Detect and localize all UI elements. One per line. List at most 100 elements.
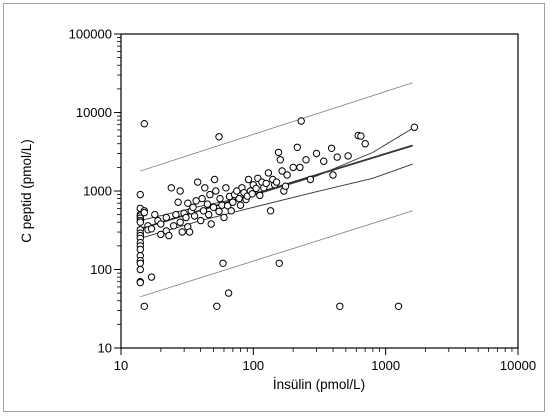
data-point bbox=[174, 198, 182, 206]
data-point bbox=[235, 194, 243, 203]
data-point bbox=[172, 210, 180, 219]
data-point bbox=[224, 202, 232, 210]
data-point bbox=[229, 198, 237, 206]
data-point bbox=[312, 149, 321, 158]
chart-frame: 10 100 1000 10000 10 100 1000 10000 100000 İnsü… bbox=[3, 3, 545, 412]
data-point bbox=[216, 194, 224, 203]
data-point bbox=[394, 302, 403, 310]
data-point bbox=[157, 230, 165, 239]
data-point bbox=[336, 302, 344, 310]
data-point bbox=[140, 120, 149, 128]
data-point bbox=[264, 169, 273, 177]
data-point bbox=[222, 184, 230, 192]
data-point bbox=[198, 194, 206, 203]
data-point bbox=[185, 228, 194, 236]
scatter-chart: 10 100 1000 10000 10 100 1000 10000 100000 İnsü… bbox=[19, 27, 536, 393]
data-point bbox=[162, 213, 171, 222]
data-point bbox=[276, 156, 284, 164]
data-point bbox=[170, 222, 178, 230]
data-point bbox=[165, 231, 173, 240]
data-point bbox=[357, 132, 365, 140]
data-point bbox=[207, 220, 215, 228]
y-axis: 10 100 1000 10000 100000 bbox=[69, 27, 121, 356]
data-point bbox=[266, 207, 275, 215]
data-point bbox=[220, 213, 228, 222]
data-point bbox=[157, 220, 165, 228]
data-point bbox=[197, 216, 205, 225]
data-point bbox=[262, 179, 270, 188]
x-tick-label: 1000 bbox=[371, 358, 400, 373]
x-tick-label: 10 bbox=[114, 358, 128, 373]
data-point bbox=[289, 163, 297, 172]
data-point bbox=[244, 175, 253, 184]
data-point bbox=[248, 190, 256, 198]
data-point bbox=[215, 133, 223, 141]
data-point bbox=[361, 140, 369, 148]
prediction-upper-line bbox=[140, 82, 413, 172]
data-point bbox=[320, 157, 328, 165]
data-point bbox=[151, 210, 159, 219]
data-point bbox=[184, 199, 192, 207]
data-point bbox=[176, 218, 184, 226]
y-tick-label: 10 bbox=[98, 341, 112, 356]
data-point bbox=[209, 203, 218, 212]
x-axis-label: İnsülin (pmol/L) bbox=[273, 377, 365, 392]
data-point bbox=[189, 203, 197, 212]
data-point bbox=[306, 175, 315, 184]
data-point bbox=[167, 184, 176, 192]
data-point bbox=[272, 178, 281, 186]
data-point bbox=[206, 190, 214, 199]
data-point bbox=[256, 191, 264, 200]
data-point bbox=[136, 245, 145, 254]
data-point bbox=[136, 190, 145, 199]
y-tick-label: 100000 bbox=[69, 27, 112, 42]
x-tick-label: 10000 bbox=[500, 358, 536, 373]
data-point bbox=[136, 259, 145, 267]
data-point bbox=[190, 212, 199, 220]
data-point bbox=[201, 184, 209, 192]
data-point bbox=[136, 265, 145, 274]
data-point bbox=[215, 207, 223, 216]
data-point bbox=[278, 167, 286, 175]
data-point bbox=[205, 210, 213, 219]
data-point bbox=[281, 182, 290, 190]
data-point bbox=[252, 184, 260, 193]
data-point bbox=[283, 171, 291, 179]
data-point bbox=[302, 156, 310, 164]
data-point bbox=[199, 207, 208, 215]
data-point bbox=[227, 207, 235, 215]
data-point bbox=[410, 123, 419, 131]
data-point bbox=[203, 200, 212, 208]
confidence-lower-line bbox=[140, 163, 413, 239]
x-axis: 10 100 1000 10000 bbox=[114, 348, 536, 373]
data-point bbox=[233, 187, 241, 195]
data-point bbox=[219, 259, 227, 267]
data-point bbox=[236, 201, 245, 209]
data-point bbox=[274, 148, 283, 157]
data-point bbox=[136, 218, 145, 226]
data-point bbox=[329, 171, 337, 179]
data-point bbox=[140, 302, 149, 310]
data-point bbox=[136, 278, 145, 287]
data-points bbox=[136, 117, 419, 310]
data-point bbox=[212, 187, 220, 195]
data-point bbox=[194, 178, 202, 186]
data-point bbox=[333, 153, 341, 161]
data-point bbox=[327, 144, 336, 153]
data-point bbox=[344, 152, 352, 160]
data-point bbox=[140, 208, 149, 217]
data-point bbox=[210, 175, 219, 184]
data-point bbox=[213, 302, 221, 310]
data-point bbox=[293, 143, 301, 152]
data-point bbox=[275, 259, 283, 267]
prediction-lower-line bbox=[140, 210, 413, 298]
data-point bbox=[297, 117, 305, 125]
data-point bbox=[176, 187, 184, 195]
data-point bbox=[296, 163, 304, 172]
data-point bbox=[182, 213, 190, 222]
data-point bbox=[178, 228, 186, 236]
data-point bbox=[147, 273, 156, 281]
confidence-upper-line bbox=[140, 127, 413, 222]
y-tick-label: 1000 bbox=[83, 184, 112, 199]
y-tick-label: 100 bbox=[90, 262, 112, 277]
